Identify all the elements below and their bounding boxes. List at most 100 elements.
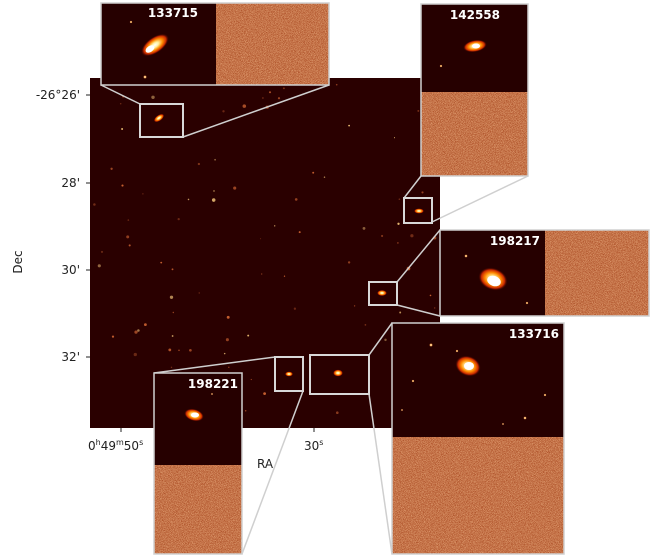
field-star bbox=[242, 104, 247, 108]
field-star bbox=[429, 294, 432, 297]
source-133716 bbox=[333, 369, 343, 377]
main-field-image bbox=[90, 78, 440, 428]
field-star bbox=[421, 191, 424, 194]
field-star bbox=[262, 97, 264, 99]
field-star bbox=[142, 193, 144, 195]
source-142558 bbox=[414, 208, 424, 214]
field-star bbox=[111, 335, 115, 338]
field-star bbox=[353, 305, 356, 307]
field-star bbox=[268, 91, 272, 94]
field-star bbox=[198, 292, 200, 294]
field-star bbox=[160, 261, 163, 264]
field-star bbox=[398, 198, 401, 201]
field-star bbox=[121, 128, 124, 130]
field-star bbox=[282, 87, 285, 90]
field-star bbox=[172, 311, 175, 314]
field-star bbox=[312, 171, 315, 174]
field-star bbox=[93, 203, 96, 206]
field-star bbox=[228, 366, 230, 369]
inset-id-label: 198221 bbox=[188, 377, 238, 391]
field-star bbox=[110, 167, 113, 170]
source-133715 bbox=[153, 113, 165, 123]
field-star bbox=[250, 378, 252, 381]
field-star bbox=[336, 411, 339, 414]
field-star bbox=[222, 110, 225, 113]
field-star bbox=[171, 335, 174, 337]
field-star bbox=[394, 137, 395, 139]
field-star bbox=[211, 198, 216, 202]
field-star bbox=[100, 250, 104, 253]
field-star bbox=[364, 324, 367, 326]
field-star bbox=[347, 261, 351, 264]
inset-id-label: 198217 bbox=[490, 234, 540, 248]
y-tick-label: -26°26' bbox=[36, 88, 80, 102]
field-star bbox=[171, 268, 174, 271]
field-star bbox=[434, 307, 436, 309]
field-star bbox=[121, 184, 124, 187]
y-axis-label: Dec bbox=[11, 250, 25, 273]
field-star bbox=[274, 225, 276, 227]
field-star bbox=[134, 330, 138, 334]
inset-198221: 198221 bbox=[153, 372, 243, 555]
inset-133715: 133715 bbox=[100, 2, 330, 86]
field-star bbox=[189, 348, 192, 352]
inset-id-label: 142558 bbox=[450, 8, 500, 22]
field-star bbox=[214, 158, 216, 161]
field-star bbox=[151, 95, 155, 100]
source-198217 bbox=[377, 290, 387, 296]
inset-id-label: 133715 bbox=[148, 6, 198, 20]
field-star bbox=[168, 348, 172, 352]
field-star bbox=[127, 219, 130, 221]
field-star bbox=[137, 329, 140, 332]
field-star bbox=[244, 409, 247, 412]
field-star bbox=[197, 162, 201, 166]
x-axis-label: RA bbox=[257, 457, 274, 471]
field-star bbox=[381, 234, 384, 238]
field-star bbox=[399, 311, 402, 314]
field-star bbox=[170, 366, 173, 369]
field-star bbox=[233, 186, 237, 190]
y-tick-label: 30' bbox=[61, 263, 80, 277]
field-star bbox=[128, 244, 131, 247]
field-star bbox=[263, 392, 266, 395]
field-star bbox=[362, 226, 366, 230]
field-star bbox=[260, 238, 262, 240]
inset-id-label: 133716 bbox=[509, 327, 559, 341]
field-star bbox=[261, 273, 263, 275]
x-tick-label: 30s bbox=[304, 438, 323, 453]
field-star bbox=[397, 222, 400, 225]
field-star bbox=[133, 352, 137, 357]
source-198221 bbox=[285, 371, 293, 377]
inset-connectors bbox=[100, 84, 529, 555]
field-star bbox=[247, 334, 250, 337]
field-star bbox=[410, 234, 414, 238]
field-star bbox=[417, 109, 420, 112]
field-star bbox=[223, 352, 226, 355]
field-star bbox=[177, 217, 180, 221]
inset-133716: 133716 bbox=[391, 322, 565, 555]
field-star bbox=[225, 338, 229, 342]
inset-198217: 198217 bbox=[439, 229, 650, 317]
x-tick-label: 0h49m50s bbox=[88, 438, 143, 453]
field-star bbox=[187, 198, 190, 201]
field-star bbox=[397, 242, 399, 244]
selection-boxes bbox=[139, 103, 433, 395]
field-star bbox=[323, 176, 326, 178]
field-star bbox=[384, 338, 387, 342]
field-star bbox=[277, 97, 281, 100]
field-star bbox=[213, 190, 215, 192]
y-tick-label: 28' bbox=[61, 176, 80, 190]
field-star bbox=[283, 275, 286, 277]
field-star bbox=[294, 198, 298, 201]
field-star bbox=[298, 231, 301, 234]
axes-ticks bbox=[86, 94, 315, 432]
field-star bbox=[335, 83, 338, 86]
field-star bbox=[293, 307, 297, 310]
field-star bbox=[143, 323, 147, 327]
inset-142558: 142558 bbox=[420, 3, 529, 177]
field-star bbox=[226, 315, 230, 319]
field-star bbox=[178, 349, 180, 352]
field-star bbox=[97, 264, 101, 268]
field-star bbox=[348, 124, 350, 127]
